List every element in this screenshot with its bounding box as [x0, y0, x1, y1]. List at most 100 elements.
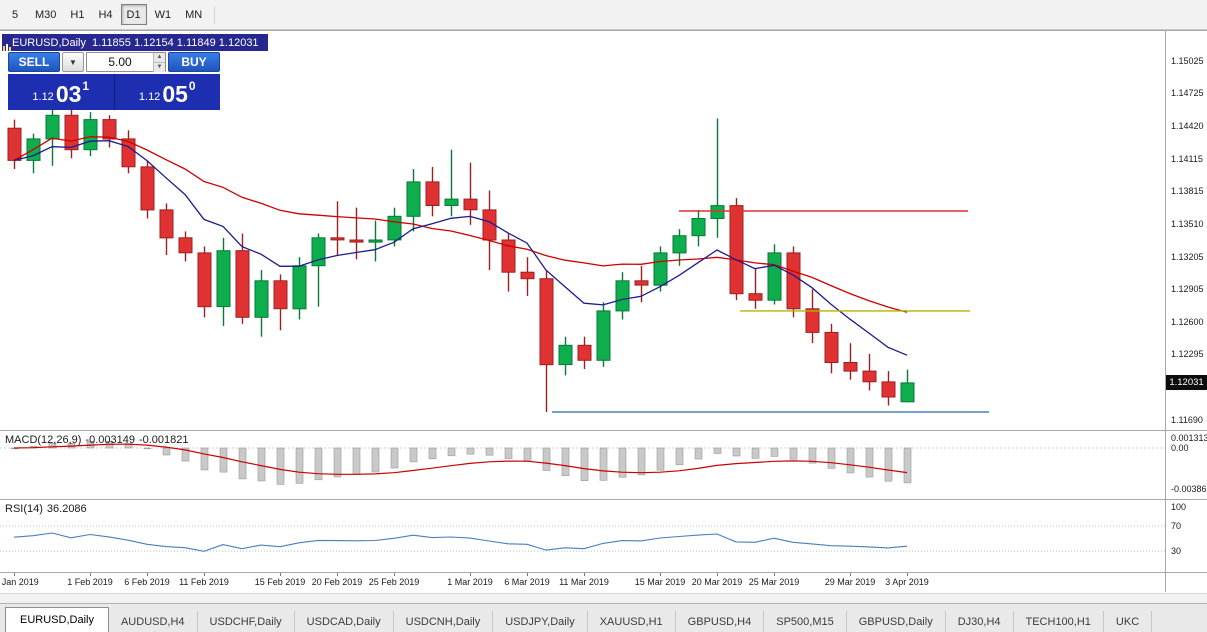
- macd-axis: 0.001313 0.00 -0.00386: [1168, 0, 1207, 632]
- rsi-axis-label: 70: [1171, 520, 1182, 531]
- date-axis-label: 1 Mar 2019: [447, 577, 493, 587]
- date-axis-label: 6 Mar 2019: [504, 577, 550, 587]
- rsi-axis-label: 100: [1171, 502, 1187, 512]
- date-axis-label: 25 Feb 2019: [368, 577, 420, 587]
- chart-tabs-bar: EURUSD,Daily AUDUSD,H4 USDCHF,Daily USDCAD,…: [0, 603, 1207, 632]
- separator: [0, 30, 1207, 31]
- bid-price: 1.12 03 1: [8, 74, 115, 110]
- price-axis-label: 1.13510: [1171, 218, 1204, 229]
- separator: [0, 430, 1207, 431]
- bid-big-digits: 03: [55, 81, 82, 107]
- volume-increment-button[interactable]: ▲: [153, 53, 165, 63]
- macd-axis-label: 0.001313: [1171, 433, 1207, 443]
- chart-tab-gbpusd-h4[interactable]: GBPUSD,H4: [676, 611, 765, 632]
- timeframe-button-w1[interactable]: W1: [149, 4, 178, 25]
- date-axis-label: 20 Mar 2019: [691, 577, 743, 587]
- timeframe-button-5[interactable]: 5: [3, 4, 27, 25]
- time-axis-tick: [774, 573, 775, 576]
- toolbar-separator: [214, 5, 216, 24]
- time-axis-tick: [394, 573, 395, 576]
- date-axis-label: 28 Jan 2019: [0, 577, 39, 587]
- candlestick-chart[interactable]: [0, 31, 1166, 430]
- trade-buttons-row: SELL ▼ ▲ ▼ BUY: [8, 52, 220, 72]
- chart-tab-usdcnh-daily[interactable]: USDCNH,Daily: [394, 611, 494, 632]
- timeframe-button-mn[interactable]: MN: [179, 4, 208, 25]
- volume-input[interactable]: [87, 53, 165, 71]
- chart-tab-gbpusd-daily[interactable]: GBPUSD,Daily: [847, 611, 946, 632]
- timeframe-button-h4[interactable]: H4: [92, 4, 118, 25]
- date-axis-label: 15 Mar 2019: [634, 577, 686, 587]
- sell-button[interactable]: SELL: [8, 52, 60, 72]
- chevron-down-icon: ▼: [69, 57, 77, 67]
- bid-ask-display: 1.12 03 1 1.12 05 0: [8, 74, 220, 110]
- rsi-indicator-chart[interactable]: [0, 501, 1166, 571]
- bid-pip-digit: 1: [82, 79, 90, 93]
- price-axis-label: 1.13815: [1171, 186, 1204, 197]
- chart-tab-ukc[interactable]: UKC: [1104, 611, 1153, 632]
- time-axis-tick: [907, 573, 908, 576]
- chart-tab-xauusd-h1[interactable]: XAUUSD,H1: [588, 611, 676, 632]
- chart-tab-dj30-h4[interactable]: DJ30,H4: [946, 611, 1014, 632]
- time-axis-tick: [280, 573, 281, 576]
- horizontal-scrollbar[interactable]: [0, 593, 1207, 603]
- macd-indicator-chart[interactable]: [0, 432, 1166, 498]
- time-axis-tick: [584, 573, 585, 576]
- date-axis-label: 11 Mar 2019: [559, 577, 609, 587]
- price-axis-label: 1.14725: [1171, 88, 1204, 99]
- chart-tab-usdcad-daily[interactable]: USDCAD,Daily: [295, 611, 394, 632]
- timeframe-button-d1[interactable]: D1: [120, 4, 147, 25]
- timeframe-button-m30[interactable]: M30: [29, 4, 62, 25]
- rsi-axis-label: 30: [1171, 546, 1182, 557]
- date-axis-label: 1 Feb 2019: [67, 577, 113, 587]
- time-axis-tick: [14, 573, 15, 576]
- chart-tab-usdjpy-daily[interactable]: USDJPY,Daily: [493, 611, 588, 632]
- date-axis-label: 29 Mar 2019: [824, 577, 876, 587]
- ask-price: 1.12 05 0: [115, 74, 221, 110]
- time-axis-tick: [527, 573, 528, 576]
- time-axis[interactable]: 28 Jan 2019 1 Feb 2019 6 Feb 2019 11 Feb 20…: [0, 573, 1165, 592]
- chart-title-bar: EURUSD,Daily 1.11855 1.12154 1.11849 1.1…: [2, 34, 268, 51]
- time-axis-tick: [204, 573, 205, 576]
- volume-decrement-button[interactable]: ▼: [153, 63, 165, 72]
- macd-indicator-label: MACD(12,26,9) -0.003149 -0.001821: [5, 434, 189, 446]
- price-axis-label: 1.12905: [1171, 283, 1204, 294]
- ask-big-digits: 05: [162, 81, 188, 107]
- chart-tab-usdchf-daily[interactable]: USDCHF,Daily: [198, 611, 295, 632]
- time-axis-tick: [147, 573, 148, 576]
- date-axis-label: 25 Mar 2019: [748, 577, 800, 587]
- macd-axis-label: 0.00: [1171, 443, 1189, 453]
- volume-field: ▲ ▼: [86, 52, 166, 72]
- price-axis-label: 1.14420: [1171, 121, 1204, 132]
- chart-symbol-title: EURUSD,Daily: [12, 36, 86, 49]
- date-axis-label: 3 Apr 2019: [885, 577, 929, 587]
- buy-button[interactable]: BUY: [168, 52, 220, 72]
- time-axis-tick: [337, 573, 338, 576]
- time-axis-tick: [717, 573, 718, 576]
- time-axis-tick: [850, 573, 851, 576]
- bid-prefix: 1.12: [32, 91, 54, 103]
- date-axis-label: 11 Feb 2019: [179, 577, 229, 587]
- volume-dropdown-button[interactable]: ▼: [62, 52, 84, 72]
- rsi-indicator-label: RSI(14) 36.2086: [5, 503, 87, 515]
- timeframe-toolbar: 5 M30 H1 H4 D1 W1 MN: [0, 0, 1207, 30]
- timeframe-button-h1[interactable]: H1: [64, 4, 90, 25]
- axis-separator-line: [1165, 31, 1166, 592]
- price-axis-label: 1.12600: [1171, 316, 1204, 327]
- chart-ohlc-values: 1.11855 1.12154 1.11849 1.12031: [91, 36, 259, 49]
- time-axis-tick: [660, 573, 661, 576]
- ask-pip-digit: 0: [188, 79, 196, 93]
- separator: [0, 572, 1207, 573]
- price-axis-label: 1.13205: [1171, 251, 1204, 262]
- price-axis-label: 1.12295: [1171, 349, 1204, 360]
- separator: [0, 499, 1207, 500]
- price-axis-label: 1.15025: [1171, 56, 1204, 66]
- chart-tab-sp500-m15[interactable]: SP500,M15: [764, 611, 847, 632]
- chart-tab-tech100-h1[interactable]: TECH100,H1: [1014, 611, 1104, 632]
- date-axis-label: 6 Feb 2019: [124, 577, 170, 587]
- chart-tab-eurusd-daily[interactable]: EURUSD,Daily: [5, 607, 109, 632]
- date-axis-label: 20 Feb 2019: [311, 577, 363, 587]
- date-axis-label: 15 Feb 2019: [254, 577, 306, 587]
- chart-tab-audusd-h4[interactable]: AUDUSD,H4: [109, 611, 198, 632]
